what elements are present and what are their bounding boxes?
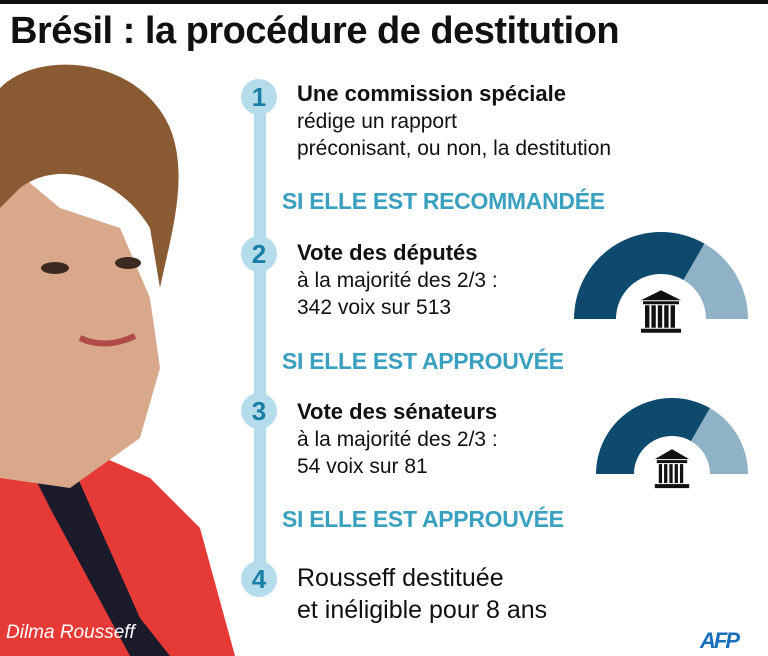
step-4-text: Rousseff destituée et inéligible pour 8 …	[297, 562, 547, 626]
step-2-text: Vote des députés à la majorité des 2/3 :…	[297, 239, 498, 321]
gauge-remainder-segment	[691, 408, 748, 474]
step-3-line-1: à la majorité des 2/3 :	[297, 428, 498, 451]
deputies-vote-gauge	[574, 232, 748, 333]
condition-3: SI ELLE EST APPROUVÉE	[282, 506, 564, 532]
top-bar	[0, 0, 768, 4]
gauge-remainder-segment	[683, 243, 748, 319]
step-3-line-2: 54 voix sur 81	[297, 455, 428, 478]
step-number-4: 4	[241, 561, 277, 597]
page-title: Brésil : la procédure de destitution	[10, 10, 620, 52]
condition-2: SI ELLE EST APPROUVÉE	[282, 348, 564, 374]
step-number-3: 3	[241, 393, 277, 429]
step-2-heading: Vote des députés	[297, 240, 478, 265]
step-1-text: Une commission spéciale rédige un rappor…	[297, 80, 611, 162]
step-3-heading: Vote des sénateurs	[297, 399, 498, 424]
gauge-majority-segment	[574, 232, 705, 319]
photo-caption: Dilma Rousseff	[6, 622, 135, 643]
step-3-text: Vote des sénateurs à la majorité des 2/3…	[297, 398, 498, 480]
step-4-line-1: Rousseff destituée	[297, 564, 504, 592]
step-number-1: 1	[241, 79, 277, 115]
step-1-line-1: rédige un rapport	[297, 110, 457, 133]
parliament-building-icon	[654, 449, 690, 489]
gauge-majority-segment	[596, 398, 710, 474]
step-2-line-1: à la majorité des 2/3 :	[297, 269, 498, 292]
step-1-heading: Une commission spéciale	[297, 81, 566, 106]
step-1-line-2: préconisant, ou non, la destitution	[297, 137, 612, 160]
step-2-line-2: 342 voix sur 513	[297, 296, 452, 319]
condition-1: SI ELLE EST RECOMMANDÉE	[282, 188, 605, 214]
parliament-building-icon	[641, 290, 681, 333]
timeline-line	[254, 97, 266, 577]
step-number-2: 2	[241, 236, 277, 272]
afp-logo: AFP	[700, 628, 740, 653]
portrait-photo	[0, 58, 235, 656]
senators-vote-gauge	[596, 398, 748, 489]
step-4-line-2: et inéligible pour 8 ans	[297, 596, 548, 624]
